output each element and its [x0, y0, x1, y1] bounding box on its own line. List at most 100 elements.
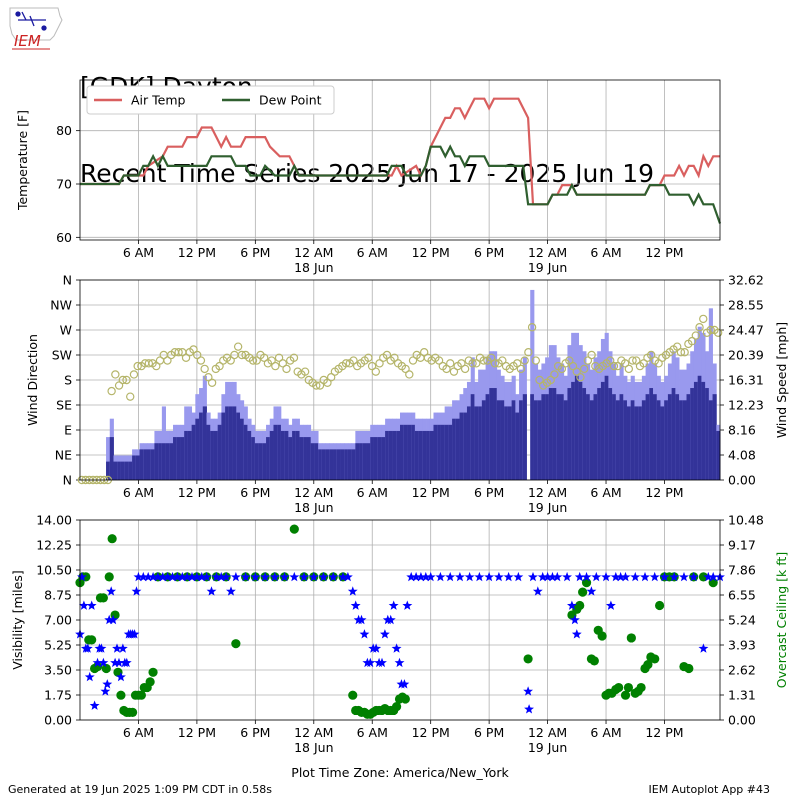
- wind-speed-bar: [139, 449, 144, 480]
- visibility-point: [114, 657, 124, 668]
- visibility-point: [182, 571, 193, 582]
- visibility-point: [371, 643, 382, 653]
- visibility-point: [484, 571, 495, 582]
- visibility-point: [211, 571, 222, 582]
- visibility-point: [350, 600, 361, 610]
- wind-direction-marker: [248, 356, 258, 365]
- wind-speed-bar: [154, 443, 159, 480]
- wind-speed-bar: [176, 437, 181, 480]
- wind-speed-bar: [113, 461, 118, 480]
- wind-direction-marker: [434, 356, 444, 365]
- x-tick-label: 6 AM: [123, 245, 154, 260]
- y-tick-label: 60: [56, 230, 72, 245]
- wind-speed-bar: [266, 437, 271, 480]
- wind-speed-bar: [623, 400, 628, 480]
- visibility-point: [464, 571, 475, 582]
- wind-direction-marker: [144, 359, 154, 368]
- wind-direction-marker: [546, 375, 555, 385]
- y-axis-label: Wind Direction: [25, 334, 40, 426]
- wind-speed-bar: [496, 400, 501, 480]
- visibility-point: [359, 629, 370, 639]
- ceiling-point: [136, 690, 146, 700]
- wind-speed-bar: [106, 461, 111, 480]
- ceiling-point: [92, 661, 103, 672]
- wind-direction-marker: [382, 350, 392, 360]
- visibility-point: [112, 643, 122, 653]
- visibility-point: [131, 586, 142, 596]
- dew-point-line: [80, 144, 722, 224]
- visibility-point: [708, 571, 719, 582]
- visibility-point: [177, 571, 188, 582]
- wind-direction-marker: [237, 350, 247, 360]
- wind-speed-bar: [251, 437, 256, 480]
- visibility-point: [187, 571, 197, 582]
- wind-direction-marker: [207, 378, 217, 387]
- wind-speed-bar: [400, 424, 405, 480]
- wind-speed-bar: [660, 406, 665, 480]
- wind-speed-bar: [597, 388, 602, 480]
- wind-direction-marker: [181, 353, 191, 362]
- visibility-point: [77, 571, 87, 582]
- x-tick-label: 6 AM: [123, 485, 154, 500]
- visibility-point: [591, 571, 602, 582]
- wind-speed-bar: [158, 443, 163, 480]
- wind-speed-bar: [552, 388, 557, 480]
- wind-speed-bar: [545, 394, 550, 480]
- wind-direction-marker: [341, 359, 351, 368]
- y-tick-label: SE: [56, 398, 72, 413]
- y2-tick-label: 6.55: [728, 588, 756, 603]
- wind-speed-bar: [567, 388, 572, 480]
- visibility-point: [117, 643, 128, 653]
- visibility-point: [365, 657, 376, 668]
- wind-direction-marker: [535, 375, 544, 385]
- wind-speed-bar: [493, 388, 498, 480]
- visibility-point: [569, 614, 580, 625]
- visibility-point: [377, 657, 387, 668]
- wind-speed-bar: [396, 430, 401, 480]
- visibility-point: [133, 571, 144, 582]
- visibility-point: [79, 600, 89, 610]
- ceiling-point: [148, 667, 158, 677]
- wind-speed-bar: [210, 430, 215, 480]
- wind-speed-bar: [712, 394, 717, 480]
- visibility-point: [513, 571, 524, 582]
- wind-speed-bar: [347, 449, 353, 480]
- vis-frame: [79, 519, 721, 721]
- wind-speed-bar: [507, 406, 513, 480]
- wind-direction-marker: [565, 356, 574, 365]
- wind-direction-marker: [479, 356, 488, 365]
- wind-direction-marker: [576, 373, 585, 382]
- ceiling-point: [107, 534, 117, 544]
- wind-direction-marker: [111, 370, 120, 379]
- wind-direction-marker: [639, 359, 648, 368]
- wind-direction-marker: [527, 323, 537, 332]
- visibility-point: [601, 571, 611, 582]
- wind-speed-bar: [586, 394, 591, 480]
- visibility-point: [328, 571, 339, 582]
- wind-direction-marker: [442, 364, 451, 374]
- wind-speed-bar: [541, 394, 546, 480]
- ceiling-point: [523, 654, 533, 664]
- visibility-point: [89, 700, 100, 710]
- y2-tick-label: 1.31: [728, 688, 756, 703]
- ceiling-point: [626, 633, 636, 643]
- ceiling-point: [231, 639, 241, 649]
- visibility-point: [630, 571, 641, 582]
- wind-speed-bar: [288, 437, 293, 480]
- wind-speed-bar: [574, 375, 580, 480]
- wind-speed-bar: [466, 406, 472, 480]
- visibility-point: [108, 614, 119, 625]
- chart-title: [GDK] Dayton Recent Time Series 2025 Jun…: [80, 14, 654, 217]
- wind-speed-bar: [429, 430, 434, 480]
- x-tick-label: 12 PM: [178, 245, 216, 260]
- wind-speed-bar: [634, 406, 639, 480]
- wind-direction-marker: [326, 373, 336, 382]
- wind-direction-marker: [315, 381, 325, 390]
- wind-direction-marker: [401, 364, 410, 374]
- wind-direction-marker: [513, 359, 522, 368]
- wind-speed-bar: [213, 430, 219, 480]
- wind-speed-bar: [437, 424, 442, 480]
- wind-speed-bar: [109, 437, 114, 480]
- ceiling-point: [578, 587, 588, 597]
- wind-direction-marker: [200, 364, 209, 374]
